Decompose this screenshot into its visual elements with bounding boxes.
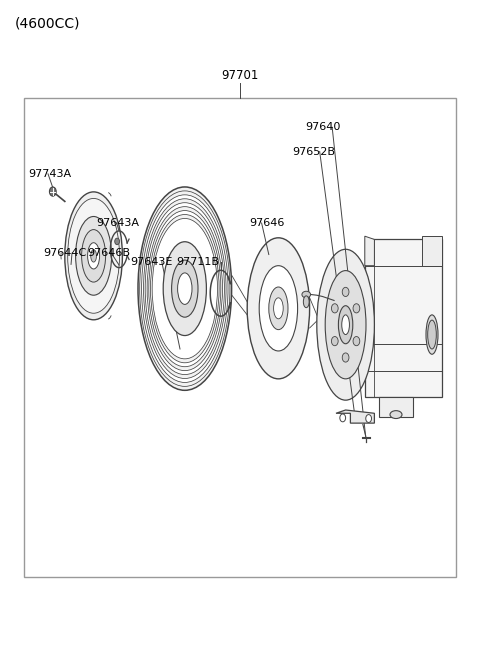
Polygon shape	[379, 397, 413, 417]
Circle shape	[331, 337, 338, 346]
Ellipse shape	[76, 216, 111, 295]
Text: 97652B: 97652B	[292, 146, 335, 157]
Ellipse shape	[428, 320, 436, 349]
Text: 97711B: 97711B	[176, 256, 219, 267]
Ellipse shape	[259, 266, 298, 351]
Ellipse shape	[302, 291, 311, 298]
Text: 97644C: 97644C	[43, 248, 86, 258]
Circle shape	[115, 238, 120, 245]
Ellipse shape	[82, 230, 106, 282]
Polygon shape	[336, 410, 374, 423]
Circle shape	[342, 353, 349, 362]
Ellipse shape	[65, 192, 122, 320]
Polygon shape	[365, 236, 374, 266]
Ellipse shape	[152, 218, 217, 359]
Ellipse shape	[144, 199, 226, 379]
Ellipse shape	[163, 241, 206, 335]
Ellipse shape	[68, 199, 120, 314]
Text: 97640: 97640	[305, 122, 341, 133]
Bar	[24, 98, 456, 577]
Ellipse shape	[247, 237, 310, 379]
Text: (4600CC): (4600CC)	[14, 16, 80, 30]
Circle shape	[342, 287, 349, 297]
Circle shape	[340, 414, 346, 422]
Ellipse shape	[147, 207, 223, 371]
Polygon shape	[422, 236, 442, 266]
Text: 97643E: 97643E	[131, 256, 173, 267]
Polygon shape	[365, 239, 442, 397]
Circle shape	[331, 304, 338, 313]
Ellipse shape	[303, 296, 309, 308]
Text: 97701: 97701	[221, 69, 259, 82]
Ellipse shape	[269, 287, 288, 329]
Ellipse shape	[338, 306, 353, 344]
Ellipse shape	[149, 211, 221, 367]
Text: 97646: 97646	[250, 218, 285, 228]
Ellipse shape	[91, 249, 96, 262]
Ellipse shape	[142, 195, 228, 382]
Ellipse shape	[390, 411, 402, 419]
Ellipse shape	[317, 249, 374, 400]
Text: 97646B: 97646B	[87, 248, 131, 258]
Circle shape	[366, 415, 372, 422]
Text: 97743A: 97743A	[28, 169, 71, 179]
Circle shape	[353, 304, 360, 313]
Ellipse shape	[138, 187, 232, 390]
Ellipse shape	[172, 260, 198, 317]
Ellipse shape	[274, 298, 283, 319]
Ellipse shape	[342, 315, 349, 335]
Ellipse shape	[178, 273, 192, 304]
Ellipse shape	[140, 191, 230, 386]
Ellipse shape	[151, 215, 219, 363]
Ellipse shape	[426, 315, 438, 354]
Ellipse shape	[88, 243, 100, 269]
Ellipse shape	[325, 270, 366, 379]
Text: 97643A: 97643A	[96, 218, 139, 228]
Ellipse shape	[145, 203, 225, 375]
Circle shape	[49, 187, 56, 196]
Circle shape	[353, 337, 360, 346]
